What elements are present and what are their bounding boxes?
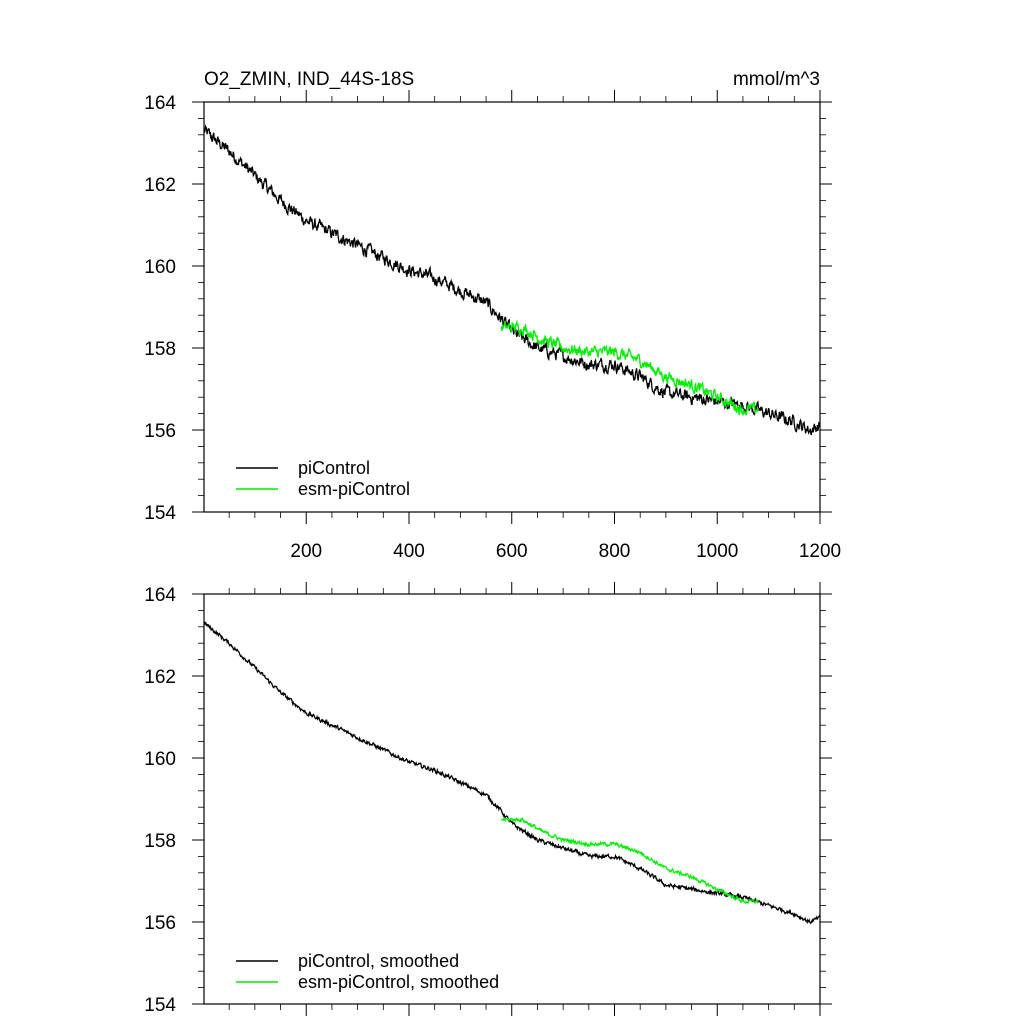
x-tick-label: 1200 bbox=[799, 541, 841, 562]
legend-label: esm-piControl, smoothed bbox=[298, 972, 499, 992]
y-tick-label: 160 bbox=[144, 749, 176, 770]
series-line-esm-picontrol bbox=[500, 319, 759, 417]
y-tick-label: 164 bbox=[144, 585, 176, 606]
series-line-esm-picontrol-smoothed bbox=[501, 816, 759, 905]
y-tick-label: 156 bbox=[144, 421, 176, 442]
smoothed-panel: 154 156 158 160 162 164 piControl, smoothedesm… bbox=[144, 582, 832, 1016]
y-tick-label: 156 bbox=[144, 913, 176, 934]
series-line-picontrol-smoothed bbox=[203, 621, 821, 925]
series-line-picontrol bbox=[203, 124, 821, 436]
legend-label: piControl bbox=[298, 458, 370, 478]
x-tick-label: 1000 bbox=[696, 541, 738, 562]
y-tick-label: 164 bbox=[144, 93, 176, 114]
y-tick-label: 162 bbox=[144, 667, 176, 688]
y-tick-label: 158 bbox=[144, 339, 176, 360]
plot-frame bbox=[203, 593, 821, 1005]
y-tick-label: 154 bbox=[144, 995, 176, 1016]
plot-frame bbox=[203, 101, 821, 513]
y-tick-label: 158 bbox=[144, 831, 176, 852]
legend-label: piControl, smoothed bbox=[298, 951, 459, 971]
y-tick-label: 154 bbox=[144, 503, 176, 524]
chart-title: O2_ZMIN, IND_44S-18S bbox=[204, 69, 414, 90]
x-tick-label: 600 bbox=[496, 541, 528, 562]
legend-label: esm-piControl bbox=[298, 479, 410, 499]
units-label: mmol/m^3 bbox=[733, 69, 820, 90]
raw-panel: 154 156 158 160 162 164 200 400 600 800 1000 1200 pi… bbox=[144, 90, 841, 562]
x-tick-label: 800 bbox=[599, 541, 631, 562]
x-tick-label: 200 bbox=[290, 541, 322, 562]
y-tick-label: 162 bbox=[144, 175, 176, 196]
y-tick-label: 160 bbox=[144, 257, 176, 278]
x-tick-label: 400 bbox=[393, 541, 425, 562]
